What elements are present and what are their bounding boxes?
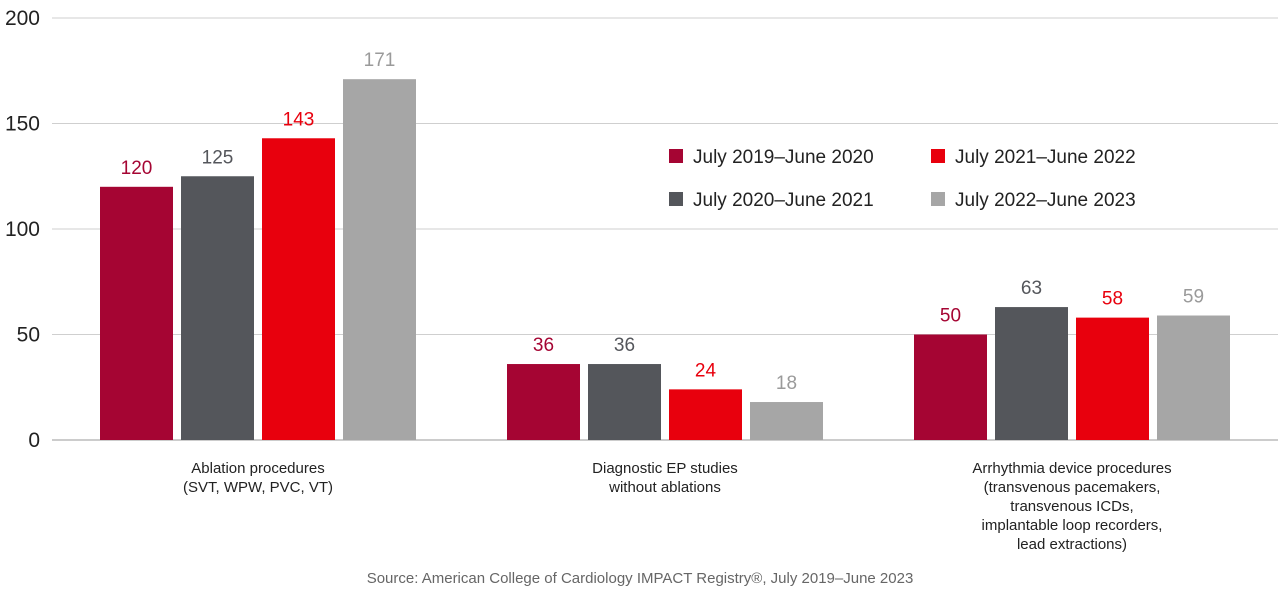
legend: July 2019–June 2020 July 2021–June 2022 Ju… [669,147,1136,211]
bar [750,402,823,440]
y-tick-label: 0 [28,429,40,452]
data-labels: 120 36 50 125 36 63 143 24 58 171 18 59 [121,50,1204,394]
legend-item: July 2022–June 2023 [931,190,1136,211]
legend-swatch [931,192,945,206]
bar [507,364,580,440]
y-tick-label: 50 [17,324,40,347]
bar [669,389,742,440]
y-axis: 0 50 100 150 200 [5,7,40,452]
bar [181,176,254,440]
bar [914,334,987,440]
data-label: 58 [1102,289,1123,310]
bar [343,79,416,440]
data-label: 125 [202,147,234,168]
bar [100,186,173,440]
data-label: 24 [695,360,717,381]
data-label: 171 [364,50,396,71]
bar [588,364,661,440]
data-label: 50 [940,306,961,327]
category-label: Arrhythmia device procedures (transvenous… [972,460,1171,553]
data-label: 59 [1183,287,1204,308]
data-label: 36 [533,335,554,356]
bar [262,138,335,440]
legend-item: July 2019–June 2020 [669,147,874,168]
legend-swatch [669,192,683,206]
y-tick-label: 100 [5,218,40,241]
bar [995,307,1068,440]
legend-label: July 2021–June 2022 [955,147,1136,168]
gridlines [52,17,1278,441]
legend-item: July 2020–June 2021 [669,190,874,211]
bar [1076,317,1149,440]
data-label: 18 [776,373,797,394]
data-label: 36 [614,335,635,356]
legend-swatch [931,149,945,163]
bar [1157,315,1230,440]
x-axis: Ablation procedures (SVT, WPW, PVC, VT) Di… [183,460,1172,553]
legend-label: July 2020–June 2021 [693,190,874,211]
legend-swatch [669,149,683,163]
data-label: 63 [1021,278,1042,299]
y-tick-label: 200 [5,7,40,30]
legend-label: July 2019–June 2020 [693,147,874,168]
legend-item: July 2021–June 2022 [931,147,1136,168]
legend-label: July 2022–June 2023 [955,190,1136,211]
category-label: Diagnostic EP studies without ablations [592,460,738,496]
source-note: Source: American College of Cardiology I… [367,570,914,587]
bars [100,79,1230,440]
data-label: 120 [121,158,153,179]
data-label: 143 [283,109,315,130]
y-tick-label: 150 [5,113,40,136]
category-label: Ablation procedures (SVT, WPW, PVC, VT) [183,460,333,496]
